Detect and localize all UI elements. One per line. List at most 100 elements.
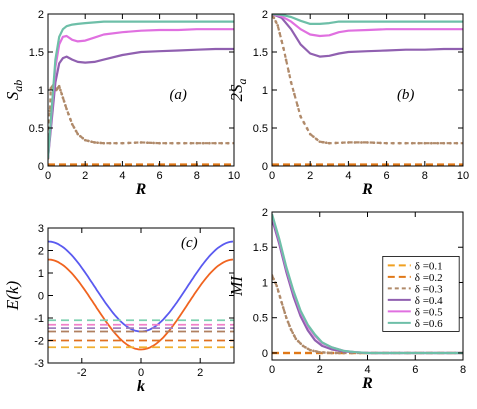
data-point xyxy=(289,328,293,331)
data-point xyxy=(455,141,459,145)
series-line-6 xyxy=(48,20,234,159)
legend-label-1: δ =0.1 xyxy=(415,260,443,272)
data-point xyxy=(61,96,65,99)
data-point xyxy=(195,141,199,145)
y-tick-label: -2 xyxy=(34,336,44,348)
y-tick-label: 2 xyxy=(262,207,268,219)
data-point xyxy=(275,284,279,288)
data-point xyxy=(391,141,395,145)
data-point xyxy=(299,342,303,345)
data-point xyxy=(318,140,322,143)
x-tick-label: 4 xyxy=(364,364,370,376)
y-tick-label: 1 xyxy=(38,85,44,97)
data-point xyxy=(287,70,290,73)
data-point xyxy=(170,141,174,145)
data-point xyxy=(121,141,124,145)
data-point xyxy=(360,141,363,144)
series-line-5 xyxy=(48,28,234,159)
legend-label-3: δ =0.3 xyxy=(415,283,443,295)
data-point xyxy=(306,347,310,351)
data-point xyxy=(60,92,63,96)
legend-label-6: δ =0.6 xyxy=(415,318,443,330)
y-tick-label: 0 xyxy=(262,161,268,173)
y-tick-label: -1 xyxy=(34,313,44,325)
data-point xyxy=(283,311,287,315)
data-point xyxy=(334,141,338,145)
data-point xyxy=(423,141,427,145)
data-point xyxy=(214,141,217,145)
data-point xyxy=(385,141,388,145)
data-point xyxy=(410,141,414,145)
data-point xyxy=(372,141,376,144)
y-tick-label: 2 xyxy=(38,9,44,21)
data-point xyxy=(379,141,382,145)
x-axis-label: R xyxy=(361,181,373,198)
x-tick-label: 2 xyxy=(197,367,203,379)
data-point xyxy=(280,300,283,304)
y-tick-label: 2 xyxy=(262,9,268,21)
data-point xyxy=(272,16,276,20)
data-point xyxy=(436,141,440,145)
plot-area xyxy=(48,20,234,166)
data-point xyxy=(299,115,302,118)
x-tick-label: 8 xyxy=(422,170,428,182)
y-tick-label: 1.5 xyxy=(29,47,44,59)
data-point xyxy=(318,350,322,354)
y-axis-label-sub: a xyxy=(235,79,249,85)
data-point xyxy=(87,139,90,143)
data-point xyxy=(294,337,298,341)
data-point xyxy=(278,31,281,35)
y-tick-label: 0.5 xyxy=(253,123,268,135)
data-point xyxy=(347,141,350,144)
data-point xyxy=(272,277,275,281)
data-point xyxy=(102,141,106,145)
y-axis-label-main: 2S xyxy=(227,84,246,102)
data-point xyxy=(59,88,62,92)
panel-label: (b) xyxy=(397,87,415,103)
data-point xyxy=(83,138,87,142)
data-point xyxy=(308,132,312,136)
x-tick-label: 2 xyxy=(82,170,88,182)
data-point xyxy=(201,141,205,145)
dispersion-curve-1 xyxy=(48,240,234,333)
data-point xyxy=(366,141,369,144)
data-point xyxy=(297,339,300,343)
data-point xyxy=(176,141,180,145)
data-point xyxy=(312,349,315,353)
data-point xyxy=(72,126,76,129)
legend-label-2: δ =0.2 xyxy=(415,272,443,284)
data-point xyxy=(404,141,408,145)
series-line-3 xyxy=(272,274,463,355)
y-axis-label: Sab xyxy=(3,80,25,101)
x-axis-label: R xyxy=(135,181,147,198)
y-tick-label: 0.5 xyxy=(29,123,44,135)
y-tick-label: 1.5 xyxy=(253,47,268,59)
data-point xyxy=(78,134,82,138)
data-point xyxy=(288,324,291,328)
data-point xyxy=(158,141,161,145)
data-point xyxy=(274,20,278,24)
x-tick-label: 10 xyxy=(457,170,469,182)
series-line-6 xyxy=(272,14,463,25)
data-point xyxy=(326,351,330,355)
x-axis-label: k xyxy=(137,378,145,395)
data-point xyxy=(65,107,68,111)
y-axis-label-sub: ab xyxy=(11,80,25,92)
data-point xyxy=(304,346,307,349)
x-tick-label: 8 xyxy=(194,170,200,182)
plot-area xyxy=(272,14,463,166)
x-tick-label: 0 xyxy=(269,170,275,182)
data-point xyxy=(330,351,333,355)
y-tick-label: 0 xyxy=(38,291,44,303)
data-point xyxy=(183,141,186,145)
data-point xyxy=(115,141,118,145)
data-point xyxy=(280,39,283,43)
data-point xyxy=(328,141,331,145)
panel-a: 0 2 4 6 8 10 0 0.5 1 1.5 2 R Sab (a) xyxy=(3,9,240,198)
data-point xyxy=(99,141,103,145)
y-tick-label: 2 xyxy=(38,246,44,258)
legend-label-4: δ =0.4 xyxy=(415,295,443,307)
data-point xyxy=(353,141,357,144)
